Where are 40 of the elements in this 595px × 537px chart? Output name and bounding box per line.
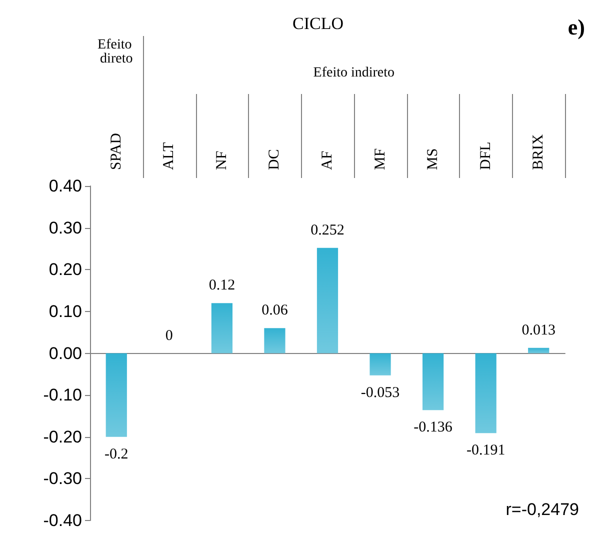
bar: [370, 353, 391, 376]
y-tick-label: -0.20: [43, 427, 82, 446]
x-tick-label: SPAD: [108, 132, 124, 170]
text: Efeito direto: [98, 38, 136, 66]
x-tick-label: ALT: [161, 142, 178, 170]
data-label: -0.136: [414, 420, 453, 436]
y-tick-label: -0.30: [43, 469, 82, 488]
bar: [106, 353, 127, 437]
x-tick-label: NF: [214, 150, 230, 170]
data-label: 0.12: [208, 278, 236, 294]
data-label: 0: [165, 328, 173, 344]
x-tick-label: DC: [266, 149, 283, 170]
text: Efeito indireto: [313, 66, 395, 80]
chart-title: CICLO: [292, 14, 344, 33]
data-label: -0.053: [360, 384, 400, 401]
bar: [475, 353, 496, 434]
x-tick-label: DFL: [478, 142, 494, 170]
x-tick-label: MF: [372, 148, 388, 170]
bar: [528, 348, 550, 354]
y-tick-label: 0.20: [48, 260, 82, 280]
bar: [316, 248, 338, 354]
y-tick-label: 0.40: [48, 176, 82, 196]
y-tick-label: 0.10: [48, 302, 82, 321]
data-label: 0.06: [262, 302, 288, 319]
data-label: -0.191: [466, 442, 506, 459]
data-label: 0.252: [310, 222, 344, 238]
annotation: r=-0,2479: [506, 500, 579, 519]
y-tick-label: -0.10: [43, 386, 82, 405]
y-tick-label: 0.30: [48, 218, 82, 238]
x-tick-label: BRIX: [530, 134, 547, 170]
data-label: 0.013: [522, 322, 556, 338]
bar: [264, 328, 286, 354]
bar: [211, 303, 232, 354]
x-tick-label: AF: [320, 150, 336, 170]
text: e): [568, 14, 585, 40]
y-tick-label: 0.00: [48, 344, 82, 363]
data-label: -0.2: [104, 446, 128, 462]
y-tick-label: -0.40: [43, 511, 82, 530]
bar: [422, 353, 444, 410]
x-tick-label: MS: [425, 148, 442, 170]
